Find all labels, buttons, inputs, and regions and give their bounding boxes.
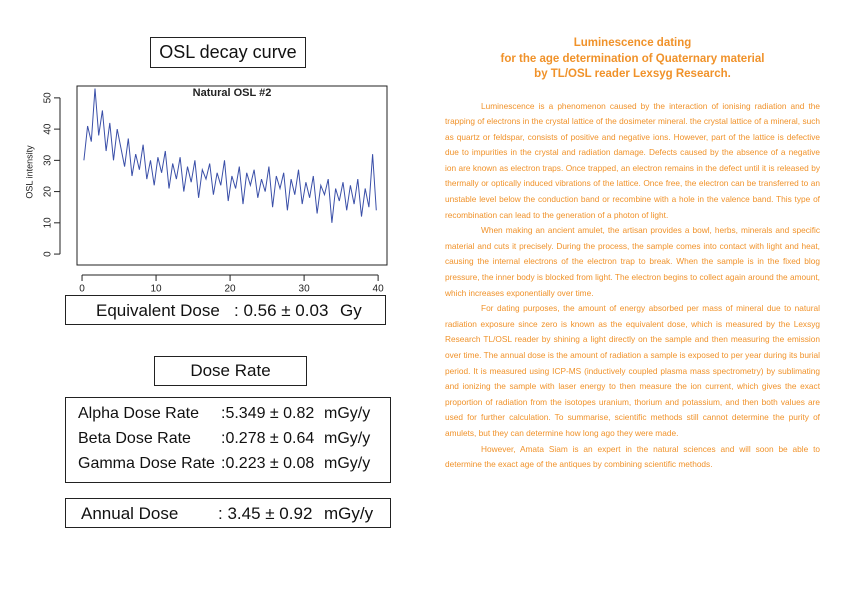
article: Luminescence dating for the age determina…: [445, 36, 820, 473]
y-axis-label: OSL intensity: [24, 145, 34, 199]
article-body: Luminescence is a phenomenon caused by t…: [445, 99, 820, 473]
x-tick-label: 30: [299, 284, 311, 295]
y-tick-label: 40: [43, 123, 54, 135]
chart-title: Natural OSL #2: [193, 87, 272, 99]
article-title: Luminescence dating for the age determina…: [445, 36, 820, 83]
dose-rates: Alpha Dose Rate :5.349 ± 0.82 mGy/y Beta Do…: [65, 397, 391, 483]
y-tick-label: 20: [43, 186, 54, 198]
y-tick-label: 30: [43, 154, 54, 166]
paragraph: However, Amata Siam is an expert in the …: [445, 443, 820, 470]
rate-value: :0.278 ± 0.64: [221, 430, 315, 447]
x-tick-label: 20: [225, 284, 237, 295]
paragraph: For dating purposes, the amount of energ…: [445, 303, 820, 438]
value: : 3.45 ± 0.92: [218, 504, 313, 523]
dose-rate-heading: Dose Rate: [154, 356, 307, 386]
value: : 0.56 ± 0.03: [234, 301, 329, 320]
rate-unit: mGy/y: [324, 455, 371, 472]
equivalent-dose: Equivalent Dose : 0.56 ± 0.03 Gy: [65, 295, 386, 325]
rate-value: :0.223 ± 0.08: [221, 455, 315, 472]
paragraph: Luminescence is a phenomenon caused by t…: [445, 100, 820, 220]
unit: Gy: [340, 301, 362, 320]
unit: mGy/y: [324, 504, 374, 523]
paragraph: When making an ancient amulet, the artis…: [445, 225, 820, 298]
rate-label: Gamma Dose Rate: [78, 455, 215, 472]
rate-unit: mGy/y: [324, 430, 371, 447]
plot-frame: [76, 85, 388, 266]
curve-heading: OSL decay curve: [150, 37, 306, 68]
label: Equivalent Dose: [96, 301, 220, 320]
x-tick-label: 0: [79, 284, 85, 295]
rate-value: :5.349 ± 0.82: [221, 405, 315, 422]
y-tick-label: 50: [43, 92, 54, 104]
title-line: Luminescence dating: [573, 37, 692, 49]
title-line: for the age determination of Quaternary …: [500, 52, 765, 65]
x-tick-label: 10: [150, 284, 162, 295]
rate-label: Alpha Dose Rate: [78, 405, 199, 422]
x-tick-label: 40: [373, 284, 385, 295]
osl-line: [83, 88, 377, 223]
y-tick-label: 10: [43, 217, 54, 229]
label: Annual Dose: [81, 504, 179, 523]
rate-label: Beta Dose Rate: [78, 430, 191, 447]
annual-dose: Annual Dose : 3.45 ± 0.92 mGy/y: [65, 498, 391, 528]
title-line: by TL/OSL reader Lexsyg Research.: [534, 68, 731, 80]
y-tick-label: 0: [43, 251, 54, 257]
rate-unit: mGy/y: [324, 405, 371, 422]
